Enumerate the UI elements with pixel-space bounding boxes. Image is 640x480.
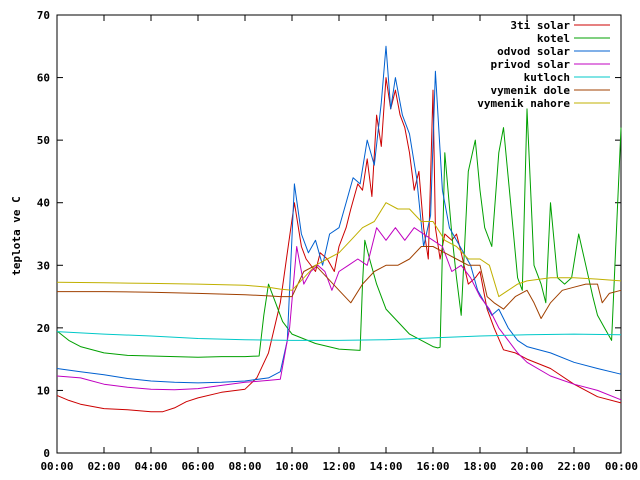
x-tick-label: 00:00 <box>605 460 638 473</box>
x-tick-label: 20:00 <box>510 460 543 473</box>
x-tick-label: 22:00 <box>557 460 590 473</box>
legend-label: kutloch <box>524 71 570 84</box>
y-tick-label: 70 <box>37 9 50 22</box>
x-tick-label: 08:00 <box>228 460 261 473</box>
x-tick-label: 18:00 <box>463 460 496 473</box>
series-line-vymenik-nahore <box>56 202 622 298</box>
legend-label: 3ti solar <box>510 19 570 32</box>
y-axis-label: teplota ve C <box>10 196 23 275</box>
legend-label: kotel <box>537 32 570 45</box>
x-tick-label: 12:00 <box>322 460 355 473</box>
tick-group <box>56 14 622 454</box>
x-tick-label: 06:00 <box>181 460 214 473</box>
series-line-kotel <box>56 108 622 358</box>
x-tick-label: 14:00 <box>369 460 402 473</box>
series-line-odvod-solar <box>56 45 622 384</box>
y-tick-label: 20 <box>37 322 50 335</box>
y-tick-label: 50 <box>37 134 50 147</box>
legend-label: privod solar <box>491 58 571 71</box>
y-tick-label: 40 <box>37 197 50 210</box>
y-tick-label: 0 <box>43 447 50 460</box>
y-tick-label: 10 <box>37 384 50 397</box>
series-line-kutloch <box>56 331 622 341</box>
y-tick-label: 60 <box>37 72 50 85</box>
legend-label: vymenik nahore <box>477 97 570 110</box>
series-line-privod-solar <box>56 227 622 401</box>
x-tick-label: 02:00 <box>87 460 120 473</box>
series-line-vymenik-dole <box>57 246 622 319</box>
series-group <box>56 45 622 413</box>
legend-label: vymenik dole <box>491 84 571 97</box>
y-tick-label: 30 <box>37 259 50 272</box>
x-tick-label: 10:00 <box>275 460 308 473</box>
series-line-3ti-solar <box>56 77 622 413</box>
tick-label-group: 0 10 20 30 40 50 60 70 00:00 02:00 04:00 06:00 08:00… <box>37 9 638 473</box>
x-tick-label: 00:00 <box>40 460 73 473</box>
x-tick-label: 04:00 <box>134 460 167 473</box>
x-tick-label: 16:00 <box>416 460 449 473</box>
legend-label: odvod solar <box>497 45 570 58</box>
